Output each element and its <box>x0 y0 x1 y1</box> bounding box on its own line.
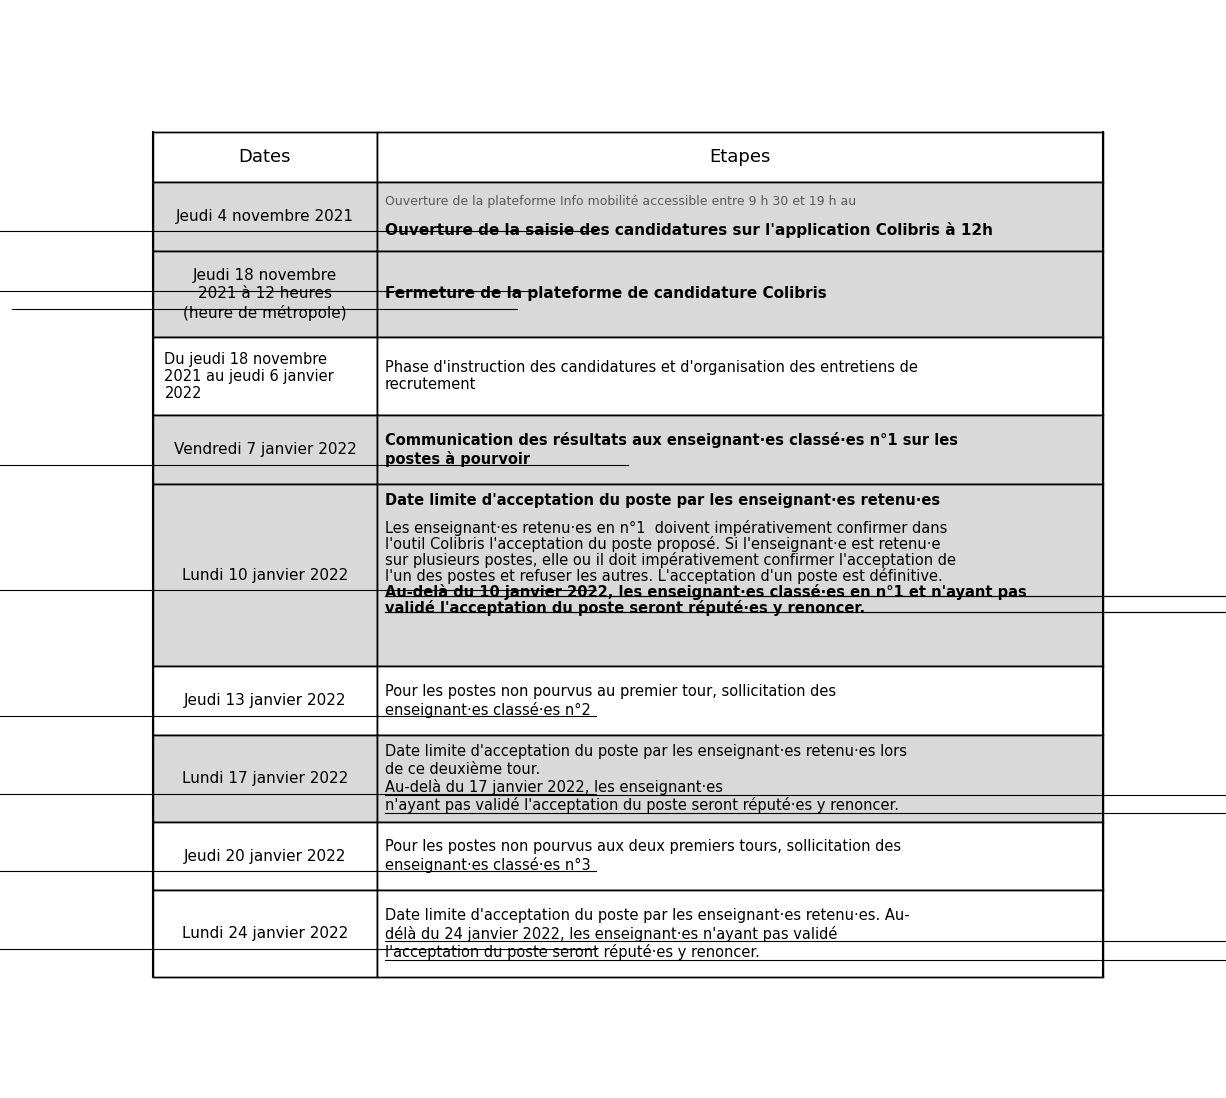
Text: Jeudi 4 novembre 2021: Jeudi 4 novembre 2021 <box>175 209 354 224</box>
Text: Jeudi 18 novembre: Jeudi 18 novembre <box>192 268 337 283</box>
Text: Lundi 10 janvier 2022: Lundi 10 janvier 2022 <box>181 568 348 583</box>
Text: Lundi 24 janvier 2022: Lundi 24 janvier 2022 <box>181 927 348 941</box>
Text: Pour les postes non pourvus aux deux premiers tours, sollicitation des
enseignan: Pour les postes non pourvus aux deux pre… <box>385 839 901 873</box>
Text: délà du 24 janvier 2022, les enseignant·es n'ayant pas validé: délà du 24 janvier 2022, les enseignant·… <box>385 926 837 942</box>
Text: Pour les postes non pourvus au premier tour, sollicitation des
enseignant·es cla: Pour les postes non pourvus au premier t… <box>385 684 836 717</box>
Bar <box>376 337 1103 415</box>
Text: Lundi 17 janvier 2022: Lundi 17 janvier 2022 <box>181 771 348 786</box>
Bar <box>153 415 376 483</box>
Text: Ouverture de la saisie des candidatures sur l'application Colibris à 12h: Ouverture de la saisie des candidatures … <box>385 222 993 238</box>
Text: Fermeture de la plateforme de candidature Colibris: Fermeture de la plateforme de candidatur… <box>385 287 826 302</box>
Bar <box>153 483 376 666</box>
Text: Date limite d'acceptation du poste par les enseignant·es retenu·es lors: Date limite d'acceptation du poste par l… <box>385 744 907 760</box>
Bar <box>376 735 1103 821</box>
Text: Dates: Dates <box>239 148 291 166</box>
Text: Phase d'instruction des candidatures et d'organisation des entretiens de
recrute: Phase d'instruction des candidatures et … <box>385 360 918 392</box>
Text: Date limite d'acceptation du poste par les enseignant·es retenu·es: Date limite d'acceptation du poste par l… <box>385 493 940 507</box>
Bar <box>376 483 1103 666</box>
Bar <box>153 821 376 890</box>
Text: l'outil Colibris l'acceptation du poste proposé. Si l'enseignant·e est retenu·e: l'outil Colibris l'acceptation du poste … <box>385 536 940 552</box>
Bar <box>153 250 376 337</box>
Bar <box>376 250 1103 337</box>
Text: Communication des résultats aux enseignant·es classé·es n°1 sur les
postes à pou: Communication des résultats aux enseigna… <box>385 433 958 467</box>
Bar <box>153 337 376 415</box>
Text: Au-delà du 17 janvier 2022, les enseignant·es: Au-delà du 17 janvier 2022, les enseigna… <box>385 780 723 795</box>
Bar <box>153 735 376 821</box>
Text: Au-delà du 10 janvier 2022, les enseignant·es classé·es en n°1 et n'ayant pas: Au-delà du 10 janvier 2022, les enseigna… <box>385 584 1027 601</box>
Text: l'un des postes et refuser les autres. L'acceptation d'un poste est définitive.: l'un des postes et refuser les autres. L… <box>385 569 943 584</box>
Text: de ce deuxième tour.: de ce deuxième tour. <box>385 762 546 777</box>
Bar <box>153 666 376 735</box>
Text: Les enseignant·es retenu·es en n°1  doivent impérativement confirmer dans: Les enseignant·es retenu·es en n°1 doive… <box>385 520 948 536</box>
Text: Du jeudi 18 novembre: Du jeudi 18 novembre <box>164 351 327 367</box>
Bar <box>376 666 1103 735</box>
Text: Etapes: Etapes <box>710 148 771 166</box>
Bar <box>153 890 376 977</box>
Text: 2022: 2022 <box>164 385 202 401</box>
Bar <box>153 182 376 250</box>
Text: (heure de métropole): (heure de métropole) <box>183 304 347 321</box>
Text: n'ayant pas validé l'acceptation du poste seront réputé·es y renoncer.: n'ayant pas validé l'acceptation du post… <box>385 797 899 813</box>
Text: validé l'acceptation du poste seront réputé·es y renoncer.: validé l'acceptation du poste seront rép… <box>385 601 866 616</box>
Bar <box>376 821 1103 890</box>
Bar <box>153 132 376 182</box>
Text: sur plusieurs postes, elle ou il doit impérativement confirmer l'acceptation de: sur plusieurs postes, elle ou il doit im… <box>385 552 956 569</box>
Text: Ouverture de la plateforme Info mobilité accessible entre 9 h 30 et 19 h au: Ouverture de la plateforme Info mobilité… <box>385 194 861 208</box>
Text: Date limite d'acceptation du poste par les enseignant·es retenu·es. Au-: Date limite d'acceptation du poste par l… <box>385 908 910 922</box>
Bar <box>376 182 1103 250</box>
Bar <box>376 132 1103 182</box>
Bar <box>376 890 1103 977</box>
Text: Jeudi 20 janvier 2022: Jeudi 20 janvier 2022 <box>184 849 346 864</box>
Text: 2021 au jeudi 6 janvier: 2021 au jeudi 6 janvier <box>164 369 335 384</box>
Text: 2021 à 12 heures: 2021 à 12 heures <box>197 287 332 302</box>
Text: Jeudi 13 janvier 2022: Jeudi 13 janvier 2022 <box>184 693 346 708</box>
Text: Vendredi 7 janvier 2022: Vendredi 7 janvier 2022 <box>174 441 357 457</box>
Bar <box>376 415 1103 483</box>
Text: l'acceptation du poste seront réputé·es y renoncer.: l'acceptation du poste seront réputé·es … <box>385 944 760 961</box>
